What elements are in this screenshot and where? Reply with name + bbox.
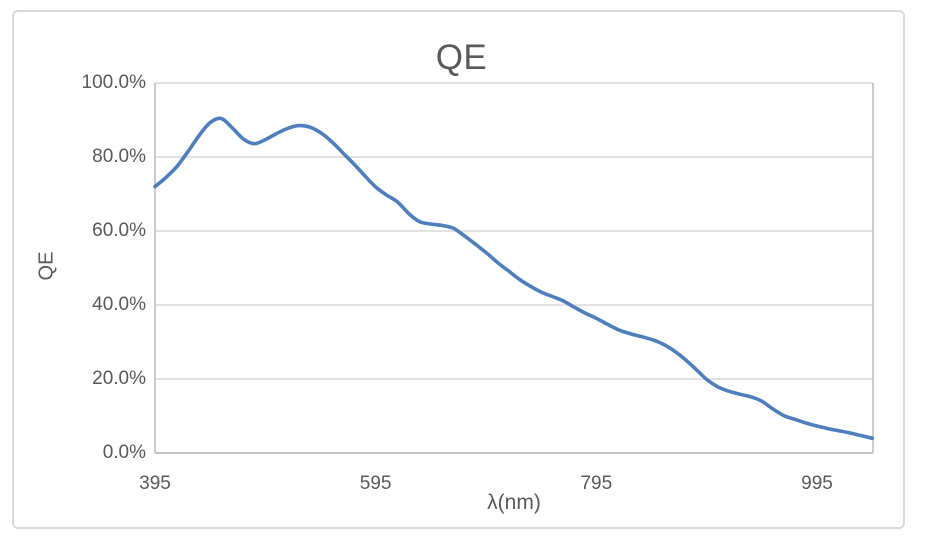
gridlines bbox=[155, 82, 873, 454]
qe-series-line bbox=[153, 116, 874, 440]
chart-area-border bbox=[12, 10, 905, 529]
x-tick-label: 995 bbox=[801, 473, 833, 494]
y-tick-label: 20.0% bbox=[92, 368, 146, 389]
x-tick-label: 395 bbox=[139, 473, 171, 494]
y-axis-title: QE bbox=[35, 251, 58, 281]
y-tick-label: 100.0% bbox=[81, 72, 146, 93]
y-tick-label: 80.0% bbox=[92, 146, 146, 167]
y-tick-label: 40.0% bbox=[92, 294, 146, 315]
chart-title: QE bbox=[435, 38, 488, 77]
x-axis-title: λ(nm) bbox=[487, 491, 541, 514]
axis-lines bbox=[154, 83, 874, 454]
y-tick-label: 60.0% bbox=[92, 220, 146, 241]
y-tick-label: 0.0% bbox=[102, 442, 146, 463]
x-tick-label: 595 bbox=[359, 473, 392, 494]
x-tick-label: 795 bbox=[580, 473, 613, 494]
